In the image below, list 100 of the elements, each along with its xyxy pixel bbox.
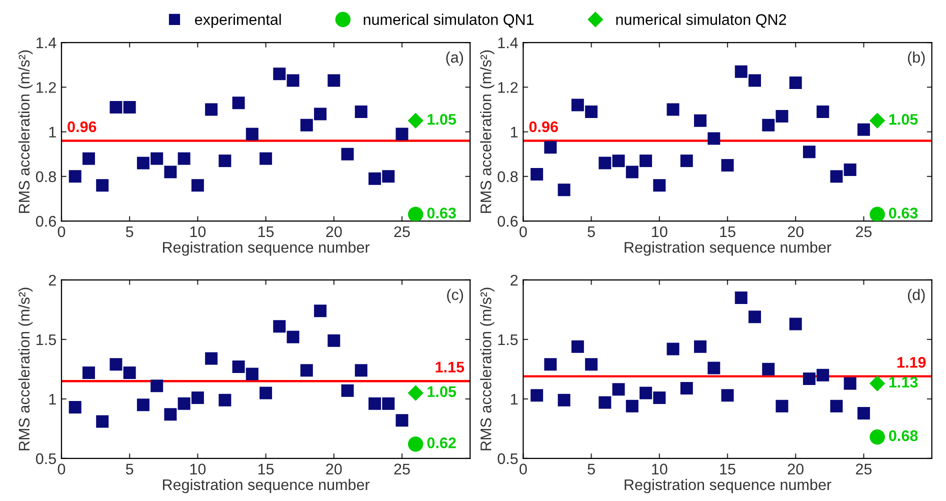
point xyxy=(598,396,612,409)
x-tick-label: 5 xyxy=(126,464,134,474)
point xyxy=(314,304,327,318)
data-label: 0.63 xyxy=(427,208,456,218)
x-tick-label: 0 xyxy=(520,464,527,474)
point xyxy=(666,103,680,116)
point xyxy=(571,340,584,353)
point xyxy=(776,110,788,122)
point xyxy=(273,320,286,333)
point xyxy=(232,96,245,110)
point xyxy=(273,68,286,80)
x-tick-label: 0 xyxy=(58,464,66,474)
point xyxy=(748,74,761,87)
point xyxy=(748,310,761,324)
point xyxy=(585,358,598,371)
point xyxy=(734,292,748,304)
point xyxy=(530,389,544,402)
point xyxy=(762,118,775,132)
x-tick-label: 15 xyxy=(258,464,274,474)
x-tick-label: 10 xyxy=(652,226,668,238)
point xyxy=(218,154,232,168)
point xyxy=(68,170,82,183)
data-label: 1.05 xyxy=(889,114,918,125)
point xyxy=(857,406,870,420)
point xyxy=(382,170,395,183)
point xyxy=(870,206,885,222)
y-tick-label: 0.8 xyxy=(36,171,56,182)
point xyxy=(68,401,82,414)
x-tick-label: 20 xyxy=(788,226,804,238)
point xyxy=(164,408,177,421)
point xyxy=(558,394,570,406)
point xyxy=(382,397,395,410)
x-axis-title: Registration sequence number xyxy=(163,242,370,256)
point xyxy=(341,384,354,397)
point xyxy=(408,436,424,452)
y-tick-label: 0.8 xyxy=(498,171,518,182)
data-label: 0.62 xyxy=(427,437,456,448)
point xyxy=(830,400,843,412)
point xyxy=(123,101,136,114)
point xyxy=(96,415,109,428)
y-tick-label: 1.2 xyxy=(498,82,518,93)
point xyxy=(218,394,232,406)
point xyxy=(789,318,802,330)
point xyxy=(150,380,164,392)
point xyxy=(544,358,557,371)
data-label: 0.68 xyxy=(889,430,918,442)
point xyxy=(844,163,856,176)
point xyxy=(368,172,381,185)
data-label: 1.13 xyxy=(889,376,918,388)
point xyxy=(136,156,150,170)
point xyxy=(328,74,340,87)
point xyxy=(544,141,557,154)
point xyxy=(96,179,109,192)
point xyxy=(721,389,734,402)
point xyxy=(205,352,218,365)
ref-line-label: 1.15 xyxy=(436,362,464,373)
y-tick-label: 1 xyxy=(49,126,56,138)
point xyxy=(205,103,218,116)
point xyxy=(666,342,680,356)
point xyxy=(612,154,625,168)
point xyxy=(694,114,707,127)
x-tick-label: 0 xyxy=(58,226,66,238)
point xyxy=(82,152,95,165)
point xyxy=(408,385,424,401)
point xyxy=(571,98,584,112)
y-tick-label: 0.5 xyxy=(36,453,56,464)
annotation: (c) xyxy=(447,288,464,304)
annotation: (d) xyxy=(908,288,925,304)
point xyxy=(721,159,734,172)
point xyxy=(585,105,598,118)
y-tick-label: 1.5 xyxy=(36,334,56,346)
point xyxy=(354,105,368,118)
point xyxy=(680,382,693,394)
point xyxy=(408,112,424,129)
point xyxy=(653,391,666,404)
point xyxy=(368,397,381,410)
point xyxy=(530,168,544,180)
ref-line-label: 1.19 xyxy=(897,356,926,368)
legend-label: numerical simulaton QN1 xyxy=(364,14,534,28)
x-tick-label: 0 xyxy=(520,226,527,238)
point xyxy=(178,397,190,410)
y-axis-title: RMS acceleration (m/s²) xyxy=(18,288,33,450)
point xyxy=(776,400,788,412)
point xyxy=(653,179,666,192)
y-tick-label: 1 xyxy=(511,394,518,404)
point xyxy=(136,398,150,412)
point xyxy=(816,368,830,382)
y-tick-label: 1 xyxy=(49,394,56,404)
ref-line-label: 0.96 xyxy=(529,121,558,132)
point xyxy=(762,362,775,376)
point xyxy=(178,152,190,165)
legend-label: experimental xyxy=(195,14,281,28)
point xyxy=(802,146,816,158)
point xyxy=(816,105,830,118)
ref-line-label: 0.96 xyxy=(68,121,96,132)
x-tick-label: 25 xyxy=(856,464,872,474)
point xyxy=(640,386,652,400)
point xyxy=(123,366,136,379)
y-tick-label: 0.6 xyxy=(36,216,56,227)
y-tick-label: 2 xyxy=(510,274,518,286)
